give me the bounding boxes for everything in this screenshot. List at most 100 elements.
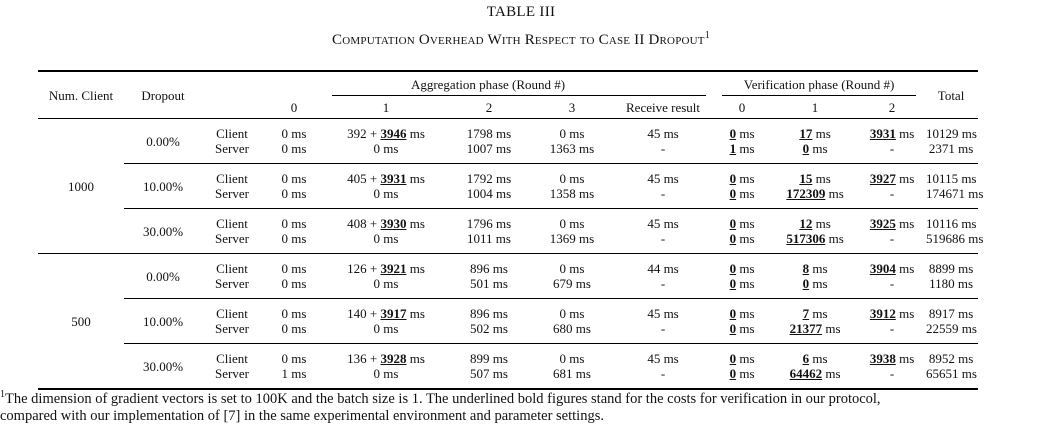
verification-cost-value: 3946	[380, 126, 407, 141]
header-verification-text: Verification phase (Round #)	[743, 76, 895, 92]
aggregation-underline	[332, 95, 707, 96]
table-label: TABLE III	[486, 4, 556, 20]
total-cell: 10116 ms 519686 ms	[924, 208, 984, 254]
role-server: Server	[215, 186, 249, 201]
agg-receive-result: Receive result	[612, 96, 715, 119]
verification-cost-value: 3928	[380, 351, 407, 366]
ver-round-1-cell: 17 ms 0 ms	[770, 118, 861, 164]
client-value: 896 ms	[470, 306, 508, 321]
table-row: 10.00% Client Server 0 ms 0 ms 405 + 3931 ms 0…	[38, 163, 983, 209]
role-client: Client	[216, 351, 248, 366]
server-value: 172309 ms	[786, 186, 844, 201]
agg-round-2-cell: 899 ms 507 ms	[446, 343, 532, 390]
agg-round-1-cell: 405 + 3931 ms 0 ms	[326, 163, 446, 209]
footnote-text-1: The dimension of gradient vectors is set…	[5, 390, 881, 407]
client-value: 0 ms	[729, 126, 755, 141]
role-cell: Client Server	[202, 253, 262, 299]
verification-cost-value: 0	[729, 261, 737, 276]
client-value: 140 + 3917 ms	[347, 306, 425, 321]
verification-cost-value: 0	[729, 321, 737, 336]
header-total: Total	[924, 70, 979, 119]
client-value: 3925 ms	[869, 216, 915, 231]
client-value: 45 ms	[647, 306, 679, 321]
role-cell: Client Server	[202, 118, 262, 164]
agg-round-1: 1	[326, 96, 446, 119]
footnote: 1The dimension of gradient vectors is se…	[0, 386, 1042, 425]
client-value: 0 ms	[729, 171, 755, 186]
client-value: 8 ms	[802, 261, 828, 276]
ver-round-1-cell: 15 ms 172309 ms	[770, 163, 861, 209]
ver-round-0-cell: 0 ms 0 ms	[714, 253, 771, 299]
role-client: Client	[216, 261, 248, 276]
server-value: 0 ms	[373, 366, 399, 381]
client-value: 17 ms	[799, 126, 831, 141]
table-title-text: Computation Overhead With Respect to Cas…	[332, 32, 705, 48]
footnote-mark: 1	[0, 389, 5, 400]
total-cell: 8952 ms 65651 ms	[924, 343, 979, 390]
ver-round-0: 0	[714, 96, 771, 119]
server-value: 519686 ms	[926, 231, 984, 246]
ver-round-0-cell: 0 ms 0 ms	[714, 208, 771, 254]
agg-round-3-cell: 0 ms 1363 ms	[532, 118, 612, 164]
header-num-client: Num. Client	[38, 70, 124, 119]
agg-round-2-cell: 1796 ms 1011 ms	[446, 208, 532, 254]
footnote-line-2: compared with our implementation of [7] …	[0, 407, 604, 424]
server-value: 21377 ms	[789, 321, 841, 336]
server-value: 0 ms	[373, 231, 399, 246]
server-value: 0 ms	[802, 141, 828, 156]
role-client: Client	[216, 171, 248, 186]
server-value: 502 ms	[470, 321, 508, 336]
client-value: 0 ms	[559, 171, 585, 186]
ver-round-2-cell: 3925 ms -	[860, 208, 925, 254]
ver-round-1-cell: 6 ms 64462 ms	[770, 343, 861, 390]
role-client: Client	[216, 216, 248, 231]
dropout-cell: 10.00%	[124, 298, 202, 344]
role-server: Server	[215, 141, 249, 156]
client-value: 392 + 3946 ms	[347, 126, 425, 141]
client-value: 126 + 3921 ms	[347, 261, 425, 276]
verification-cost-value: 64462	[789, 366, 823, 381]
verification-cost-value: 1	[729, 141, 737, 156]
ver-round-0-cell: 0 ms 0 ms	[714, 163, 771, 209]
receive-result-cell: 45 ms -	[612, 163, 715, 209]
client-value: 45 ms	[647, 216, 679, 231]
verification-cost-value: 3904	[869, 261, 896, 276]
ver-round-1-cell: 8 ms 0 ms	[770, 253, 861, 299]
server-value: 0 ms	[281, 186, 307, 201]
agg-round-0: 0	[262, 96, 326, 119]
agg-round-2-cell: 896 ms 501 ms	[446, 253, 532, 299]
server-value: 0 ms	[729, 321, 755, 336]
title-footnote-mark: 1	[704, 30, 710, 41]
server-value: 65651 ms	[926, 366, 977, 381]
client-value: 1792 ms	[466, 171, 512, 186]
role-cell: Client Server	[202, 343, 262, 390]
total-cell: 8899 ms 1180 ms	[924, 253, 979, 299]
server-value: 679 ms	[553, 276, 591, 291]
footnote-line-1: 1The dimension of gradient vectors is se…	[0, 386, 1042, 408]
agg-round-0-cell: 0 ms 1 ms	[262, 343, 326, 390]
agg-round-2-cell: 896 ms 502 ms	[446, 298, 532, 344]
client-value: 0 ms	[559, 306, 585, 321]
server-value: 1180 ms	[929, 276, 974, 291]
table-row: 30.00% Client Server 0 ms 0 ms 408 + 3930 ms 0…	[38, 208, 984, 254]
client-value: 0 ms	[281, 171, 307, 186]
table-row: 10.00% Client Server 0 ms 0 ms 140 + 3917 ms 0…	[38, 298, 979, 344]
client-value: 45 ms	[647, 126, 679, 141]
client-value: 10115 ms	[926, 171, 977, 186]
role-server: Server	[215, 321, 249, 336]
agg-round-3: 3	[532, 96, 612, 119]
verification-cost-value: 3931	[380, 171, 407, 186]
client-value: 3938 ms	[869, 351, 915, 366]
server-value: -	[889, 321, 895, 336]
verification-cost-value: 0	[729, 126, 737, 141]
client-value: 136 + 3928 ms	[347, 351, 425, 366]
role-server: Server	[215, 366, 249, 381]
verification-cost-value: 0	[802, 141, 810, 156]
ver-round-1-cell: 12 ms 517306 ms	[770, 208, 861, 254]
server-value: 681 ms	[553, 366, 591, 381]
server-value: 0 ms	[281, 141, 307, 156]
agg-round-0-cell: 0 ms 0 ms	[262, 208, 326, 254]
server-value: 1 ms	[281, 366, 307, 381]
num-client-cell: 1000	[38, 118, 124, 254]
server-value: 1358 ms	[549, 186, 595, 201]
